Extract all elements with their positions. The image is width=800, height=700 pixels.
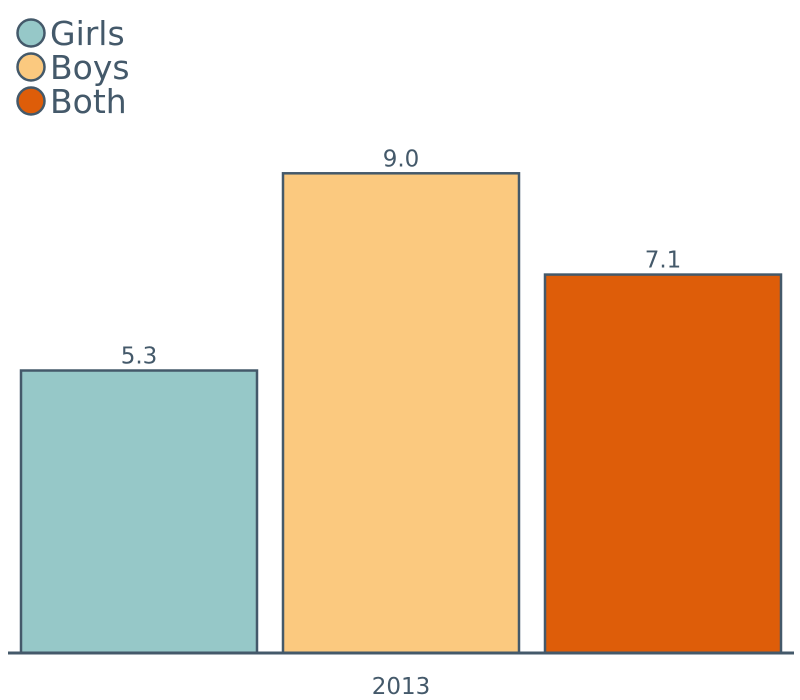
x-tick-labels: 2013 bbox=[372, 674, 431, 700]
legend-swatch-both bbox=[16, 86, 46, 116]
value-label-both: 7.1 bbox=[645, 248, 682, 274]
bars bbox=[19, 172, 783, 655]
value-label-boys: 9.0 bbox=[383, 146, 420, 172]
legend-label-girls: Girls bbox=[50, 14, 125, 53]
legend-item-both: Both bbox=[16, 82, 127, 121]
legend-swatch-boys bbox=[16, 52, 46, 82]
bar-girls bbox=[19, 369, 259, 655]
x-tick-label: 2013 bbox=[372, 674, 431, 700]
legend-item-boys: Boys bbox=[16, 48, 130, 87]
bar-boys bbox=[281, 172, 521, 655]
legend-label-both: Both bbox=[50, 82, 127, 121]
value-labels: 5.3 9.0 7.1 bbox=[121, 146, 682, 369]
legend-swatch-girls bbox=[16, 18, 46, 48]
legend-label-boys: Boys bbox=[50, 48, 130, 87]
legend: Girls Boys Both bbox=[16, 14, 130, 121]
bar-both bbox=[543, 273, 783, 655]
legend-item-girls: Girls bbox=[16, 14, 125, 53]
value-label-girls: 5.3 bbox=[121, 344, 158, 370]
